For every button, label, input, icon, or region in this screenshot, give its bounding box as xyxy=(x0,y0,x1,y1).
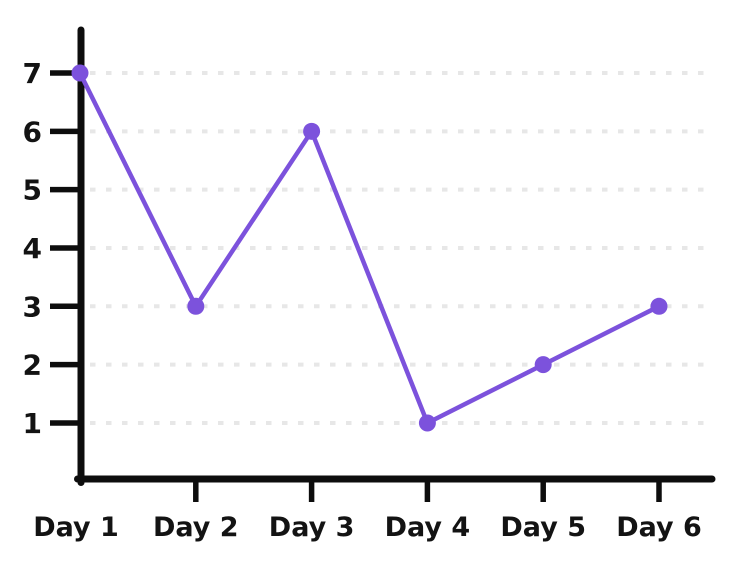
data-point xyxy=(534,356,552,374)
x-tick-label: Day 3 xyxy=(269,512,355,543)
x-tick-label: Day 4 xyxy=(385,512,471,543)
data-point xyxy=(418,414,436,432)
x-tick-label: Day 2 xyxy=(153,512,239,543)
data-point xyxy=(71,64,89,82)
y-tick-label: 5 xyxy=(23,174,42,207)
x-tick-label: Day 1 xyxy=(33,512,119,543)
y-tick-label: 7 xyxy=(23,57,42,90)
y-tick-label: 4 xyxy=(23,232,42,265)
y-tick-label: 1 xyxy=(23,407,42,440)
x-tick-label: Day 6 xyxy=(616,512,702,543)
x-tick-label: Day 5 xyxy=(500,512,586,543)
data-line xyxy=(77,70,662,426)
data-point xyxy=(187,297,205,315)
y-tick-label: 2 xyxy=(23,349,42,382)
y-tick-label: 3 xyxy=(23,290,42,323)
data-point xyxy=(303,122,321,140)
data-point xyxy=(650,297,668,315)
y-tick-label: 6 xyxy=(23,115,42,148)
